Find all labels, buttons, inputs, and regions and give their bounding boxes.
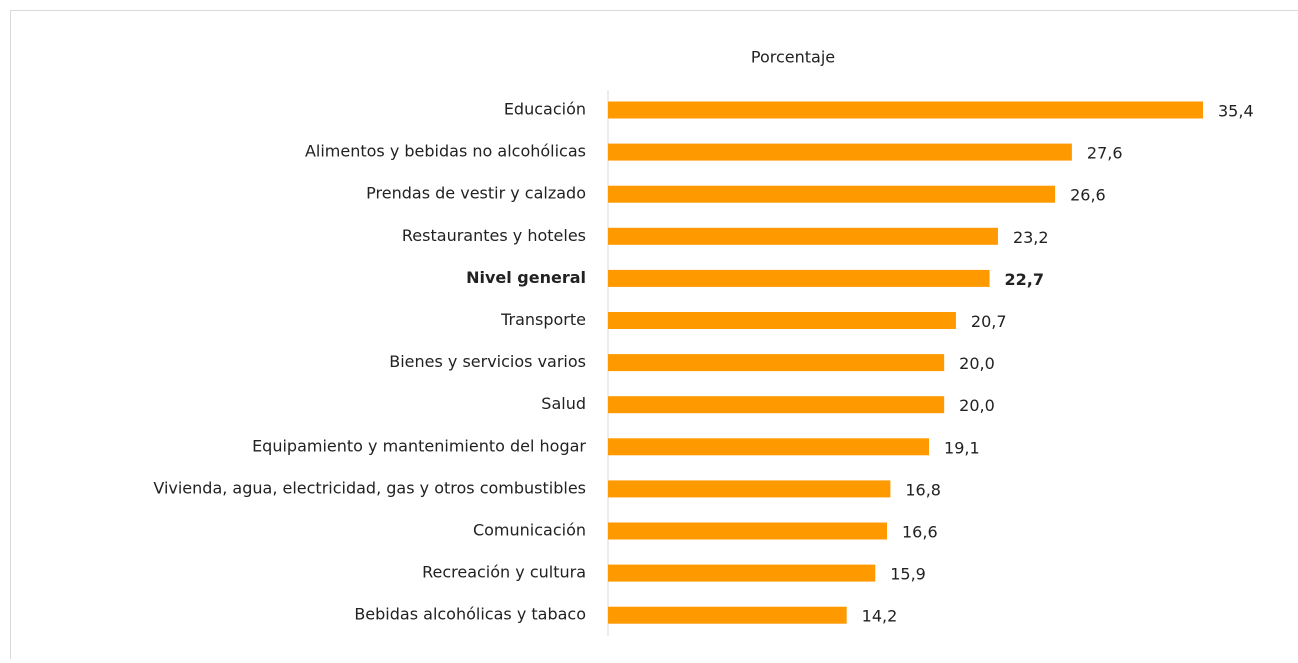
value-label: 20,0 [959,396,995,415]
category-label: Bebidas alcohólicas y tabaco [354,605,586,624]
value-label: 16,6 [902,523,938,542]
value-label: 20,0 [959,354,995,373]
category-label: Nivel general [466,268,586,287]
bar [608,102,1203,119]
bar [608,144,1072,161]
chart-title: Porcentaje [751,48,835,67]
value-label: 23,2 [1013,228,1049,247]
category-label: Alimentos y bebidas no alcohólicas [305,142,586,161]
value-label: 20,7 [971,312,1007,331]
category-label: Equipamiento y mantenimiento del hogar [252,436,586,455]
bar [608,523,887,540]
value-label: 35,4 [1218,102,1254,121]
value-label: 15,9 [890,565,926,584]
bar [608,438,929,455]
bar [608,396,944,413]
bar [608,312,956,329]
bar [608,270,990,287]
value-label: 27,6 [1087,144,1123,163]
bar [608,228,998,245]
bar [608,480,890,497]
value-label: 16,8 [905,480,941,499]
category-label: Bienes y servicios varios [389,352,586,371]
category-label: Prendas de vestir y calzado [366,184,586,203]
category-label: Recreación y cultura [422,563,586,582]
bar [608,607,847,624]
category-label: Vivienda, agua, electricidad, gas y otro… [153,478,586,497]
category-label: Comunicación [473,521,586,540]
category-label: Restaurantes y hoteles [402,226,586,245]
value-label: 22,7 [1005,270,1044,289]
category-label: Transporte [500,310,586,329]
category-label: Salud [541,394,586,413]
category-label: Educación [504,100,586,119]
value-label: 19,1 [944,438,980,457]
value-label: 14,2 [862,607,898,626]
bar [608,565,875,582]
bar [608,186,1055,203]
value-label: 26,6 [1070,186,1106,205]
bar [608,354,944,371]
